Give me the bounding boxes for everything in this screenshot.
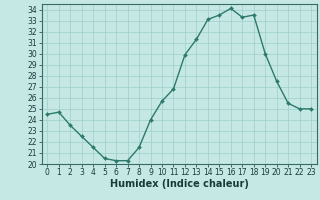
X-axis label: Humidex (Indice chaleur): Humidex (Indice chaleur) [110, 179, 249, 189]
